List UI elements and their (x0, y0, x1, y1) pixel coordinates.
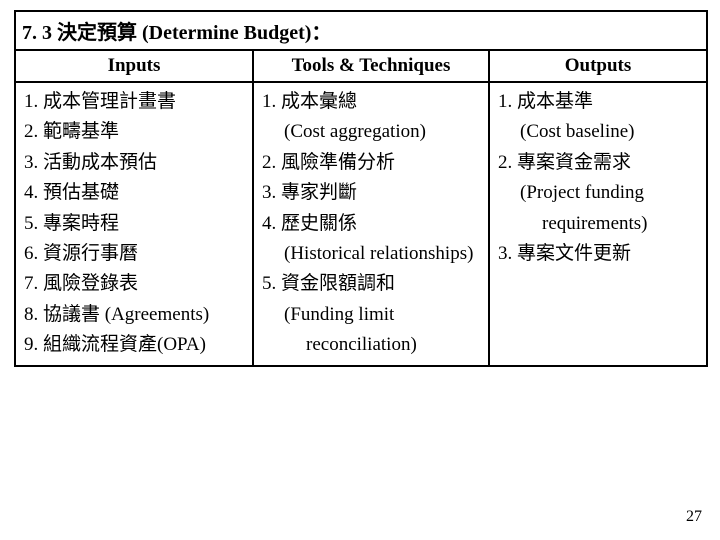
outputs-cell: 1. 成本基準(Cost baseline) 2. 專案資金需求(Project… (489, 82, 707, 366)
list-item: 1. 成本基準(Cost baseline) (498, 87, 700, 148)
list-item: 2. 範疇基準 (24, 117, 246, 147)
inputs-cell: 1. 成本管理計畫書 2. 範疇基準 3. 活動成本預估 4. 預估基礎 5. … (15, 82, 253, 366)
title-row: 7. 3 決定預算 (Determine Budget)： (15, 11, 707, 50)
tools-list: 1. 成本彙總(Cost aggregation) 2. 風險準備分析 3. 專… (260, 87, 482, 361)
outputs-list: 1. 成本基準(Cost baseline) 2. 專案資金需求(Project… (496, 87, 700, 269)
list-item: 9. 組織流程資產(OPA) (24, 330, 246, 360)
list-item: 3. 專家判斷 (262, 178, 482, 208)
list-item: 8. 協議書 (Agreements) (24, 300, 246, 330)
section-title: 7. 3 決定預算 (Determine Budget)： (15, 11, 707, 50)
header-tools: Tools & Techniques (253, 50, 489, 82)
header-outputs: Outputs (489, 50, 707, 82)
list-item: 3. 活動成本預估 (24, 148, 246, 178)
tools-cell: 1. 成本彙總(Cost aggregation) 2. 風險準備分析 3. 專… (253, 82, 489, 366)
list-item: 1. 成本彙總(Cost aggregation) (262, 87, 482, 148)
list-item: 4. 預估基礎 (24, 178, 246, 208)
inputs-list: 1. 成本管理計畫書 2. 範疇基準 3. 活動成本預估 4. 預估基礎 5. … (22, 87, 246, 361)
process-table: 7. 3 決定預算 (Determine Budget)： Inputs Too… (14, 10, 708, 367)
body-row: 1. 成本管理計畫書 2. 範疇基準 3. 活動成本預估 4. 預估基礎 5. … (15, 82, 707, 366)
header-row: Inputs Tools & Techniques Outputs (15, 50, 707, 82)
page-number: 27 (686, 508, 702, 526)
list-item: 6. 資源行事曆 (24, 239, 246, 269)
header-inputs: Inputs (15, 50, 253, 82)
list-item: 3. 專案文件更新 (498, 239, 700, 269)
list-item: 5. 專案時程 (24, 209, 246, 239)
list-item: 4. 歷史關係(Historical relationships) (262, 209, 482, 270)
list-item: 5. 資金限額調和(Funding limit reconciliation) (262, 269, 482, 360)
list-item: 2. 專案資金需求(Project funding requirements) (498, 148, 700, 239)
list-item: 7. 風險登錄表 (24, 269, 246, 299)
list-item: 2. 風險準備分析 (262, 148, 482, 178)
list-item: 1. 成本管理計畫書 (24, 87, 246, 117)
